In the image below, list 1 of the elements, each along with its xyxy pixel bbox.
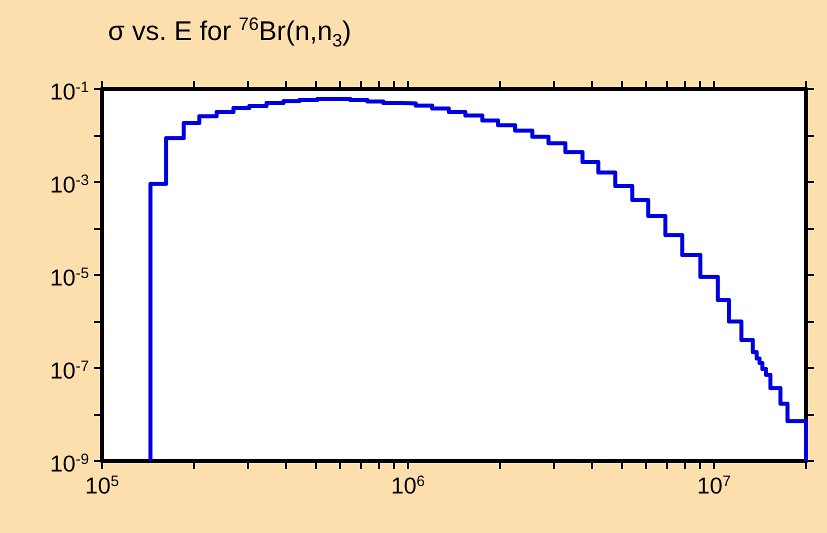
chart-title: σ vs. E for $^{76}$Br(n,n$_{3}$) bbox=[108, 14, 352, 52]
